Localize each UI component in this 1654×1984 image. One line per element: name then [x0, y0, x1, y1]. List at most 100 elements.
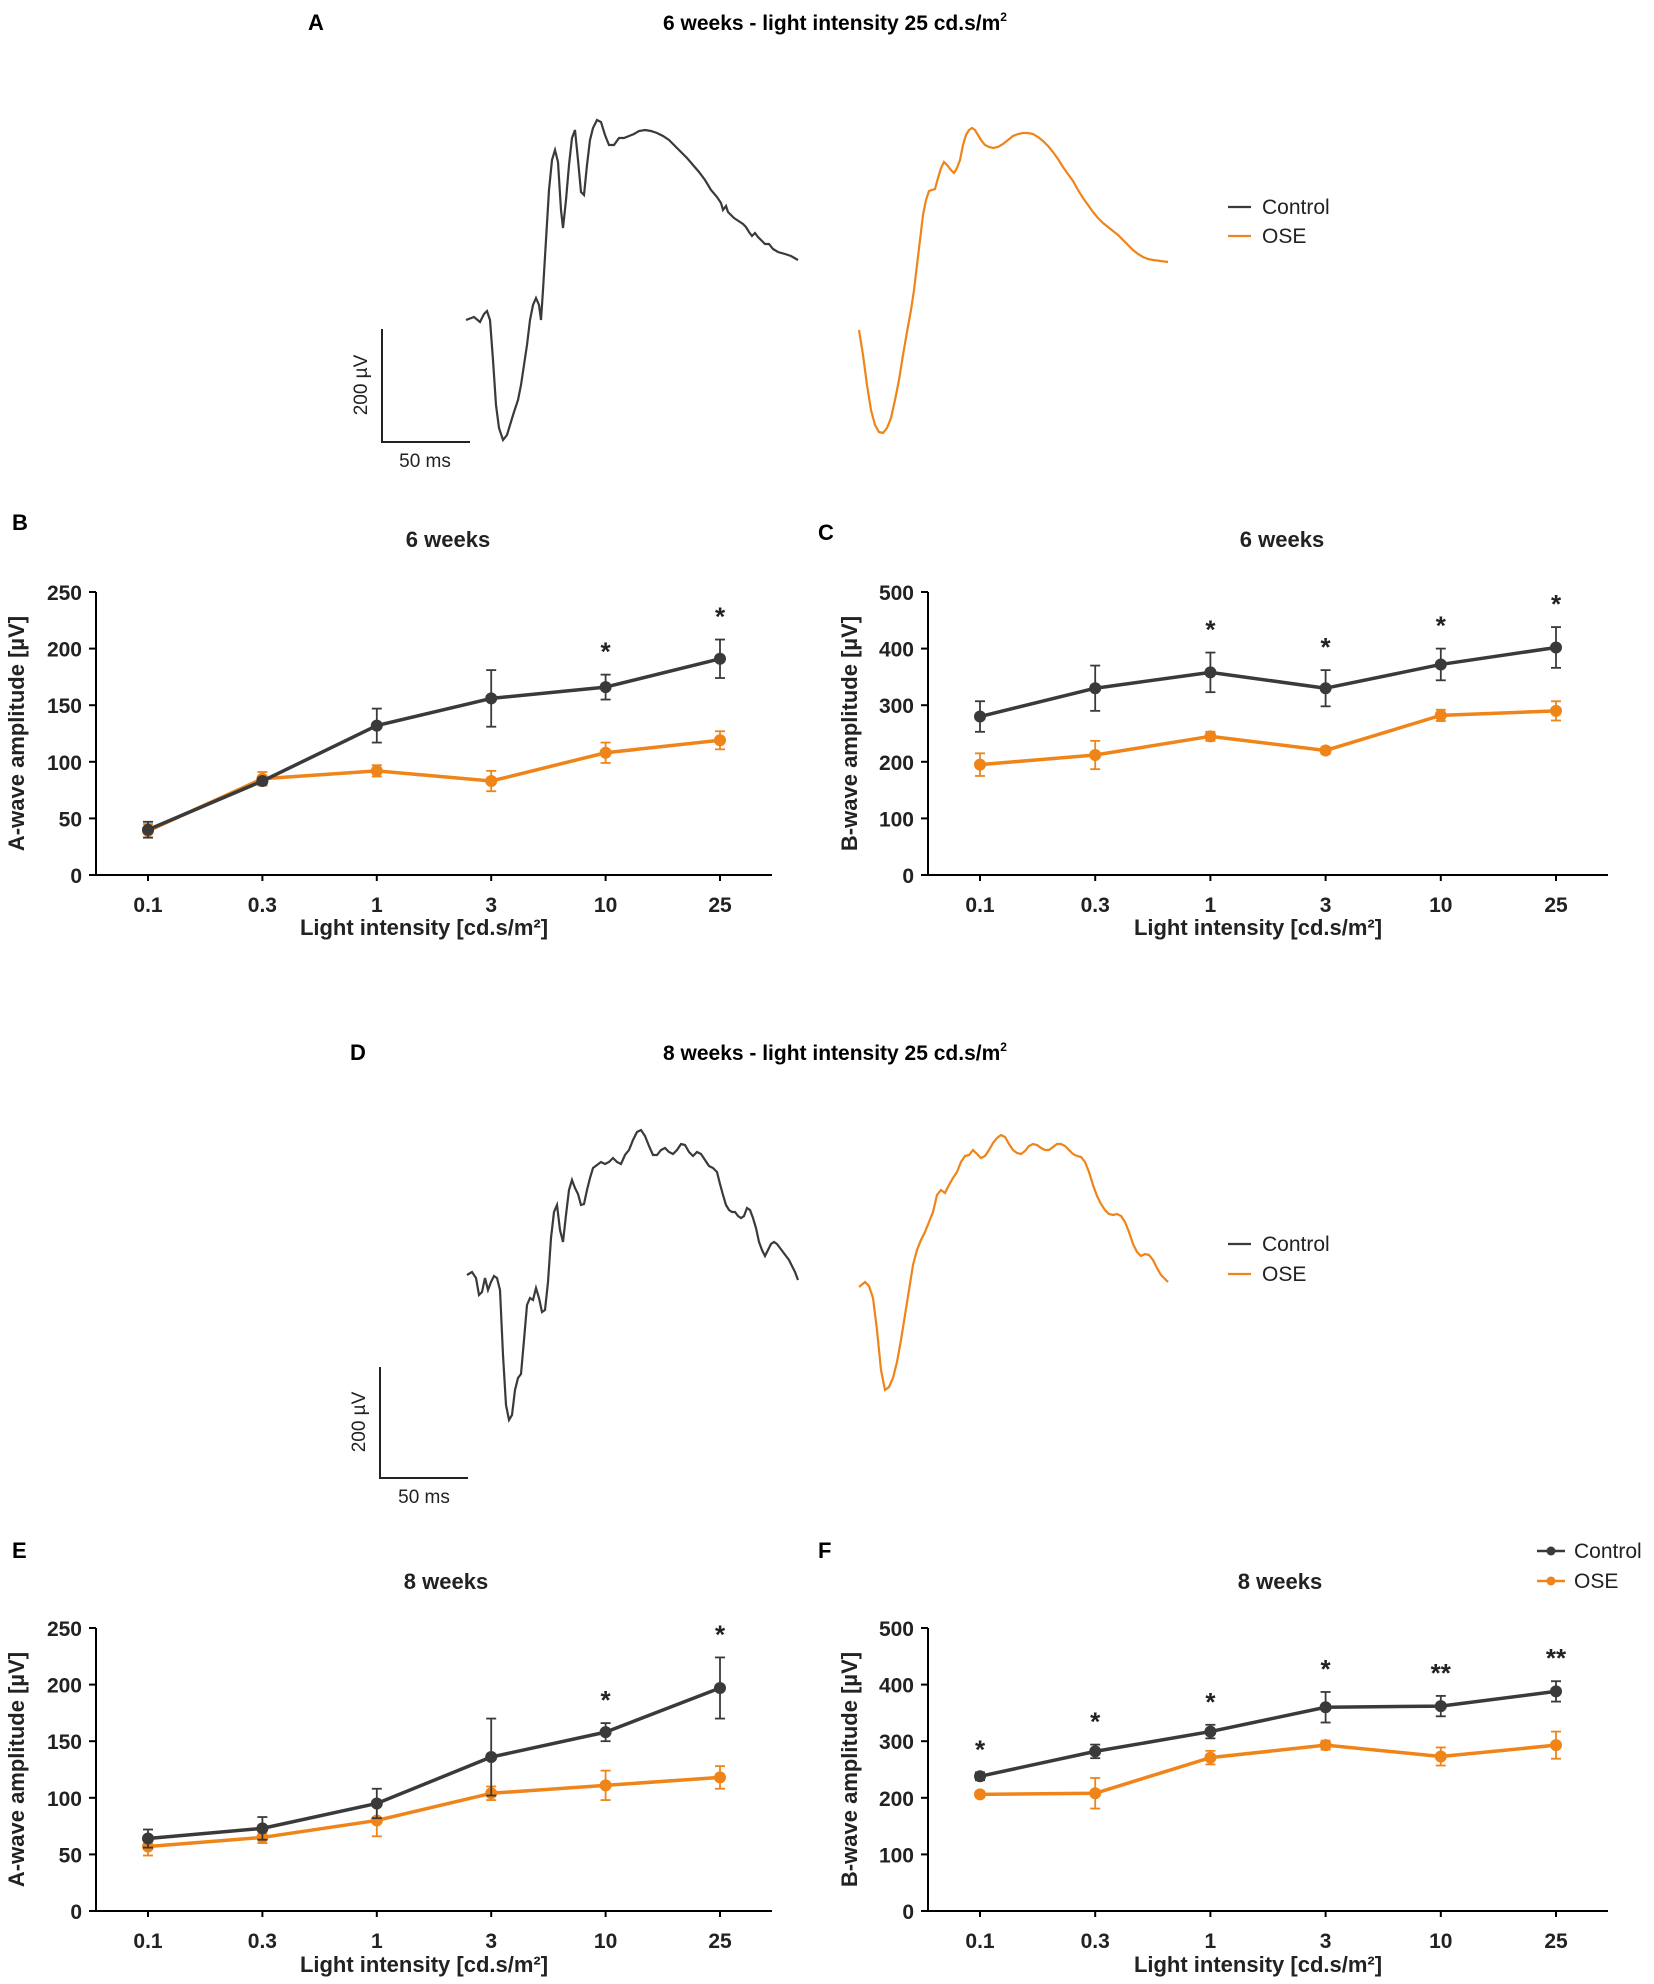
- y-tick-label-c-0: 0: [902, 865, 914, 888]
- x-tick-label-e-0: 0.1: [133, 1930, 163, 1953]
- x-tick-label-b-2: 1: [371, 894, 383, 917]
- y-tick-label-e-1: 50: [59, 1844, 82, 1867]
- data-point-control-f-5: [1550, 1685, 1562, 1698]
- data-point-control-c-4: [1434, 658, 1447, 671]
- panel-d-title-text: 8 weeks - light intensity 25 cd.s/m: [663, 1042, 1000, 1065]
- y-tick-label-f-4: 400: [879, 1675, 914, 1698]
- x-tick-label-e-4: 10: [594, 1930, 617, 1953]
- data-point-ose-c-0: [974, 758, 986, 771]
- x-tick-label-f-0: 0.1: [965, 1930, 995, 1953]
- y-tick-label-f-0: 0: [902, 1901, 914, 1924]
- x-tick-label-e-5: 25: [708, 1930, 732, 1953]
- data-point-control-b-0: [142, 823, 154, 836]
- scalebar-a-x-label: 50 ms: [399, 451, 451, 472]
- series-line-control-e: [147, 1686, 721, 1841]
- panel-d-title-sup: 2: [1000, 1040, 1007, 1054]
- x-axis-label-b: Light intensity [cd.s/m²]: [300, 915, 548, 940]
- scalebar-a: [381, 329, 470, 443]
- panel-a-title-text: 6 weeks - light intensity 25 cd.s/m: [663, 12, 1000, 35]
- series-line-ose-f: [979, 1743, 1557, 1797]
- x-tick-label-e-2: 1: [371, 1930, 383, 1953]
- x-axis-label-f: Light intensity [cd.s/m²]: [1134, 1952, 1382, 1977]
- x-tick-label-c-4: 10: [1429, 894, 1452, 917]
- data-point-control-e-5: [714, 1681, 726, 1694]
- y-tick-label-c-1: 100: [879, 808, 914, 831]
- data-point-ose-c-3: [1319, 744, 1332, 757]
- data-point-control-b-3: [485, 692, 498, 705]
- data-point-control-e-2: [370, 1797, 383, 1810]
- panel-f-title: 8 weeks: [1238, 1569, 1322, 1594]
- y-tick-label-e-3: 150: [47, 1731, 82, 1754]
- data-point-ose-f-4: [1434, 1750, 1447, 1763]
- x-tick-label-f-1: 0.3: [1081, 1930, 1110, 1953]
- significance-marker-b-4: *: [601, 637, 612, 667]
- data-point-ose-e-5: [714, 1771, 726, 1784]
- x-axis-label-c: Light intensity [cd.s/m²]: [1134, 915, 1382, 940]
- legend-label-control-d: Control: [1262, 1233, 1330, 1256]
- data-point-control-b-2: [370, 719, 383, 732]
- data-point-ose-e-4: [599, 1779, 612, 1792]
- significance-marker-f-3: *: [1321, 1654, 1332, 1684]
- y-tick-label-c-2: 200: [879, 752, 914, 775]
- data-point-control-b-5: [714, 652, 726, 665]
- panel-label-f: F: [818, 1538, 831, 1563]
- erg-trace-ose-d: [858, 1133, 1169, 1392]
- significance-marker-f-0: *: [975, 1734, 986, 1764]
- panel-c-title: 6 weeks: [1240, 527, 1324, 552]
- data-point-ose-b-2: [370, 764, 383, 777]
- x-tick-label-b-4: 10: [594, 894, 617, 917]
- x-tick-label-c-2: 1: [1205, 894, 1217, 917]
- panel-d-title: 8 weeks - light intensity 25 cd.s/m2: [663, 1040, 1007, 1065]
- y-tick-label-e-0: 0: [70, 1901, 82, 1924]
- panel-label-b: B: [12, 510, 28, 535]
- data-point-ose-f-1: [1089, 1787, 1102, 1800]
- data-point-control-c-0: [974, 710, 986, 723]
- x-tick-label-f-2: 1: [1205, 1930, 1217, 1953]
- y-tick-label-b-1: 50: [59, 808, 82, 831]
- panel-label-d: D: [350, 1040, 366, 1065]
- x-tick-label-c-5: 25: [1544, 894, 1568, 917]
- scalebar-d: [379, 1367, 468, 1479]
- y-axis-label-f: B-wave amplitude [µV]: [837, 1652, 862, 1887]
- y-tick-label-c-4: 400: [879, 639, 914, 662]
- panel-b: B 6 weeks 0 50 100 150 200 250 0.1 0.3 1 3 10 25 Light…: [4, 510, 772, 940]
- data-point-control-f-1: [1089, 1745, 1102, 1758]
- significance-marker-c-3: *: [1321, 632, 1332, 662]
- y-tick-label-f-3: 300: [879, 1731, 914, 1754]
- data-point-ose-f-3: [1319, 1739, 1332, 1752]
- y-tick-label-b-5: 250: [47, 582, 82, 605]
- data-point-ose-f-0: [974, 1788, 986, 1801]
- y-tick-label-b-4: 200: [47, 639, 82, 662]
- y-tick-label-e-5: 250: [47, 1618, 82, 1641]
- legend-marker-control-f: [1546, 1546, 1556, 1556]
- x-tick-label-e-1: 0.3: [248, 1930, 277, 1953]
- erg-trace-ose: [857, 126, 1169, 435]
- y-tick-label-f-5: 500: [879, 1618, 914, 1641]
- data-point-ose-c-1: [1089, 749, 1102, 762]
- legend-marker-ose-f: [1546, 1576, 1556, 1586]
- data-point-ose-f-5: [1550, 1739, 1562, 1752]
- data-point-ose-f-2: [1204, 1751, 1217, 1764]
- y-tick-label-b-2: 100: [47, 752, 82, 775]
- scalebar-a-y-label: 200 µV: [351, 354, 372, 415]
- panel-a: A 6 weeks - light intensity 25 cd.s/m2 C…: [308, 10, 1330, 472]
- data-point-control-f-0: [974, 1770, 986, 1783]
- data-point-control-e-1: [256, 1822, 269, 1835]
- data-point-ose-c-2: [1204, 730, 1217, 743]
- data-point-ose-b-3: [485, 775, 498, 788]
- erg-trace-control-d: [466, 1128, 800, 1424]
- data-point-control-b-4: [599, 681, 612, 694]
- panel-e-title: 8 weeks: [404, 1569, 488, 1594]
- panel-d: D 8 weeks - light intensity 25 cd.s/m2 C…: [349, 1040, 1330, 1508]
- x-tick-label-e-3: 3: [485, 1930, 497, 1953]
- y-tick-label-c-5: 500: [879, 582, 914, 605]
- panel-label-a: A: [308, 10, 324, 35]
- panel-e: E 8 weeks 0 50 100 150 200 250 0.1 0.3 1 3 10 25 Light…: [4, 1538, 772, 1977]
- x-tick-label-c-3: 3: [1320, 894, 1332, 917]
- panel-b-title: 6 weeks: [406, 527, 490, 552]
- data-point-control-e-0: [142, 1832, 154, 1845]
- y-tick-label-b-0: 0: [70, 865, 82, 888]
- y-tick-label-e-2: 100: [47, 1788, 82, 1811]
- significance-marker-f-1: *: [1090, 1707, 1101, 1737]
- data-point-ose-b-4: [599, 746, 612, 759]
